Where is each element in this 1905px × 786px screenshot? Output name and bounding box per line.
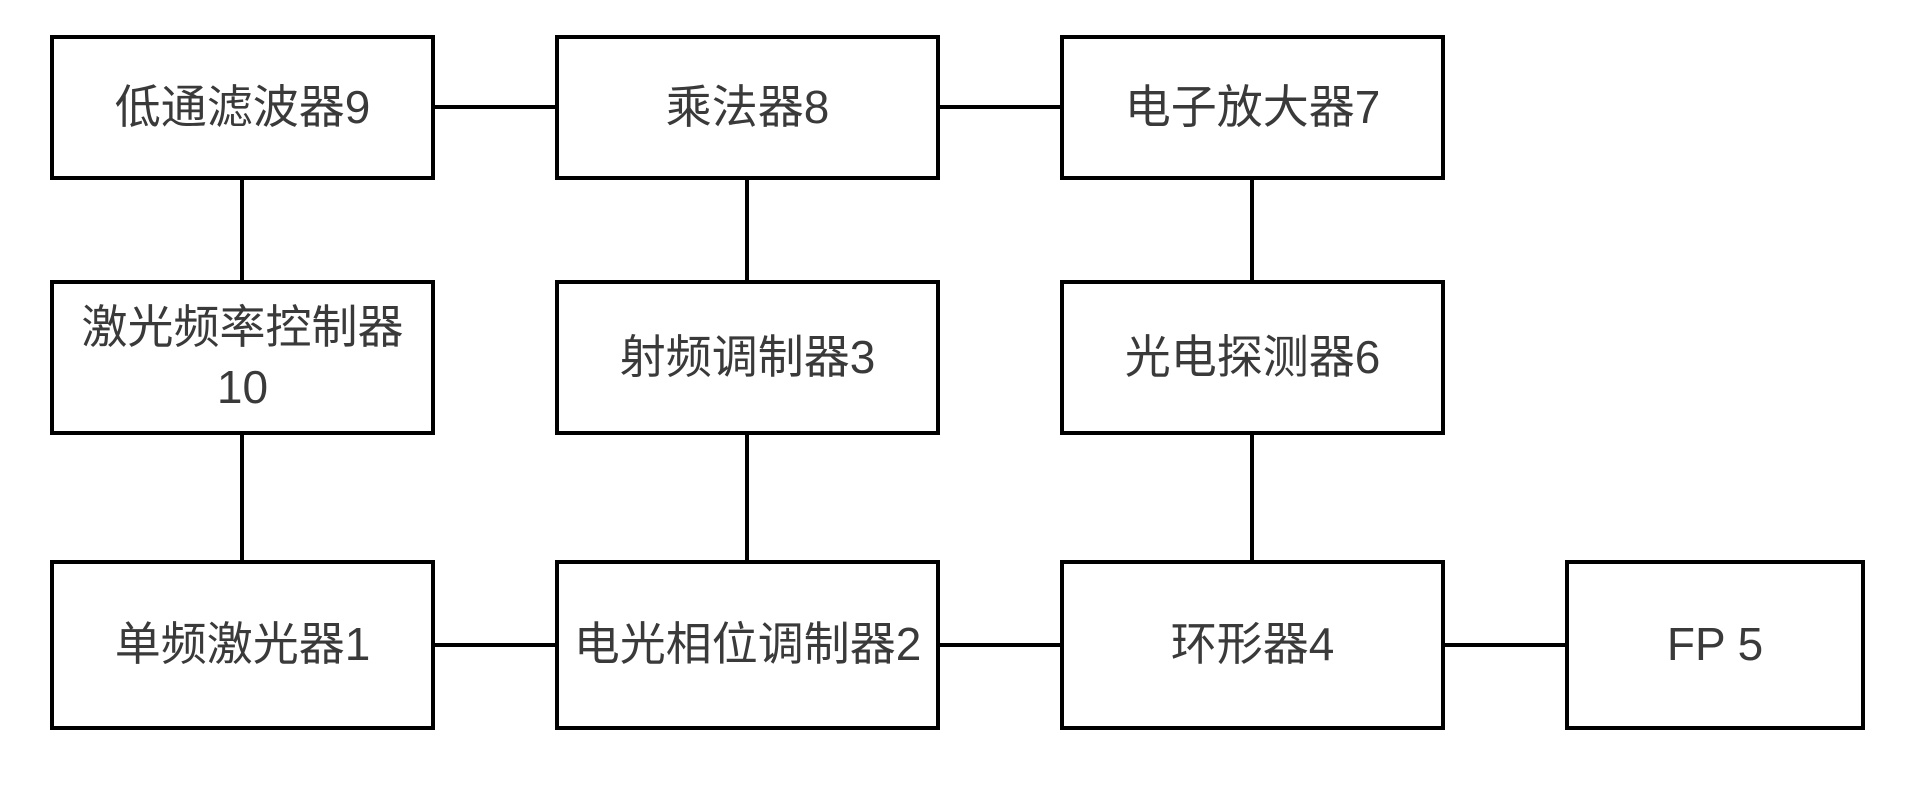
node-label: 环形器4: [1171, 615, 1335, 675]
node-eo-phase-modulator-2: 电光相位调制器2: [555, 560, 940, 730]
node-label: 光电探测器6: [1125, 328, 1381, 388]
node-multiplier-8: 乘法器8: [555, 35, 940, 180]
node-fp-5: FP 5: [1565, 560, 1865, 730]
node-photodetector-6: 光电探测器6: [1060, 280, 1445, 435]
node-circulator-4: 环形器4: [1060, 560, 1445, 730]
node-lowpass-filter-9: 低通滤波器9: [50, 35, 435, 180]
edge-n9-n8: [435, 105, 555, 109]
edge-n1-n2: [435, 643, 555, 647]
edge-n6-n4: [1250, 435, 1254, 560]
edge-n7-n6: [1250, 180, 1254, 280]
node-label: 电子放大器7: [1125, 78, 1381, 138]
edge-n8-n3: [745, 180, 749, 280]
node-label: 电光相位调制器2: [574, 615, 922, 675]
edge-n2-n4: [940, 643, 1060, 647]
block-diagram: 低通滤波器9 乘法器8 电子放大器7 激光频率控制器10 射频调制器3 光电探测…: [0, 0, 1905, 786]
edge-n9-n10: [240, 180, 244, 280]
edge-n3-n2: [745, 435, 749, 560]
node-label: 乘法器8: [666, 78, 830, 138]
node-electronic-amplifier-7: 电子放大器7: [1060, 35, 1445, 180]
edge-n8-n7: [940, 105, 1060, 109]
node-label: 单频激光器1: [115, 615, 371, 675]
node-single-freq-laser-1: 单频激光器1: [50, 560, 435, 730]
node-label: 低通滤波器9: [115, 78, 371, 138]
node-laser-frequency-controller-10: 激光频率控制器10: [50, 280, 435, 435]
edge-n4-n5: [1445, 643, 1565, 647]
node-label: 射频调制器3: [620, 328, 876, 388]
node-label: FP 5: [1667, 615, 1763, 675]
node-label: 激光频率控制器10: [62, 298, 423, 418]
node-rf-modulator-3: 射频调制器3: [555, 280, 940, 435]
edge-n10-n1: [240, 435, 244, 560]
